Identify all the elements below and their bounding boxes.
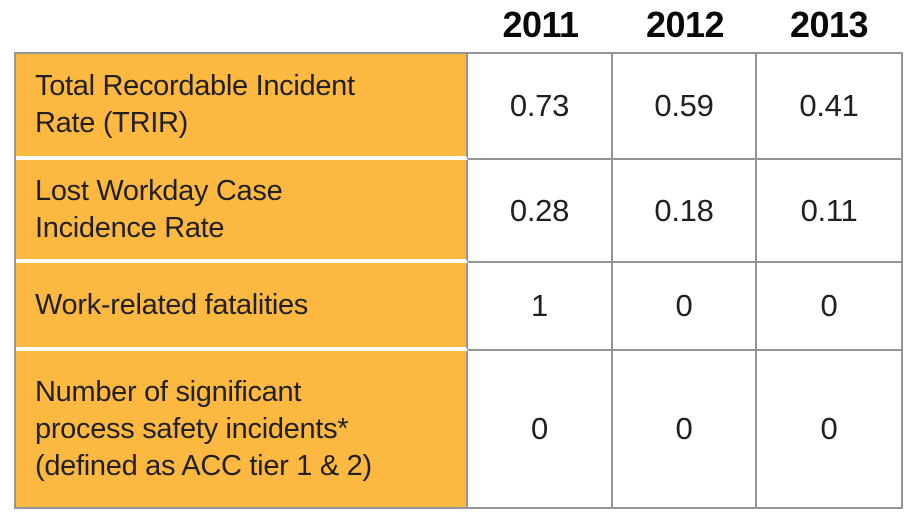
value-process-safety-2011: 0 bbox=[468, 351, 613, 507]
value-trir-2012: 0.59 bbox=[613, 54, 757, 160]
year-header-2011: 2011 bbox=[502, 4, 579, 45]
year-header-row: 2011 2012 2013 bbox=[468, 0, 901, 50]
value-lost-workday-2011: 0.28 bbox=[468, 160, 613, 263]
value-trir-2011: 0.73 bbox=[468, 54, 613, 160]
value-fatalities-2012: 0 bbox=[613, 263, 757, 351]
value-lost-workday-2012: 0.18 bbox=[613, 160, 757, 263]
value-trir-2013: 0.41 bbox=[757, 54, 901, 160]
value-fatalities-2011: 1 bbox=[468, 263, 613, 351]
value-process-safety-2012: 0 bbox=[613, 351, 757, 507]
value-lost-workday-2013: 0.11 bbox=[757, 160, 901, 263]
row-label-fatalities: Work-related fatalities bbox=[16, 263, 468, 351]
value-fatalities-2013: 0 bbox=[757, 263, 901, 351]
year-header-2013: 2013 bbox=[789, 4, 869, 45]
row-label-trir: Total Recordable Incident Rate (TRIR) bbox=[16, 54, 468, 160]
year-header-2012: 2012 bbox=[645, 4, 725, 45]
value-process-safety-2013: 0 bbox=[757, 351, 901, 507]
row-label-lost-workday: Lost Workday Case Incidence Rate bbox=[16, 160, 468, 263]
safety-metrics-table: Total Recordable Incident Rate (TRIR) 0.… bbox=[14, 52, 903, 509]
row-label-process-safety: Number of significant process safety inc… bbox=[16, 351, 468, 507]
